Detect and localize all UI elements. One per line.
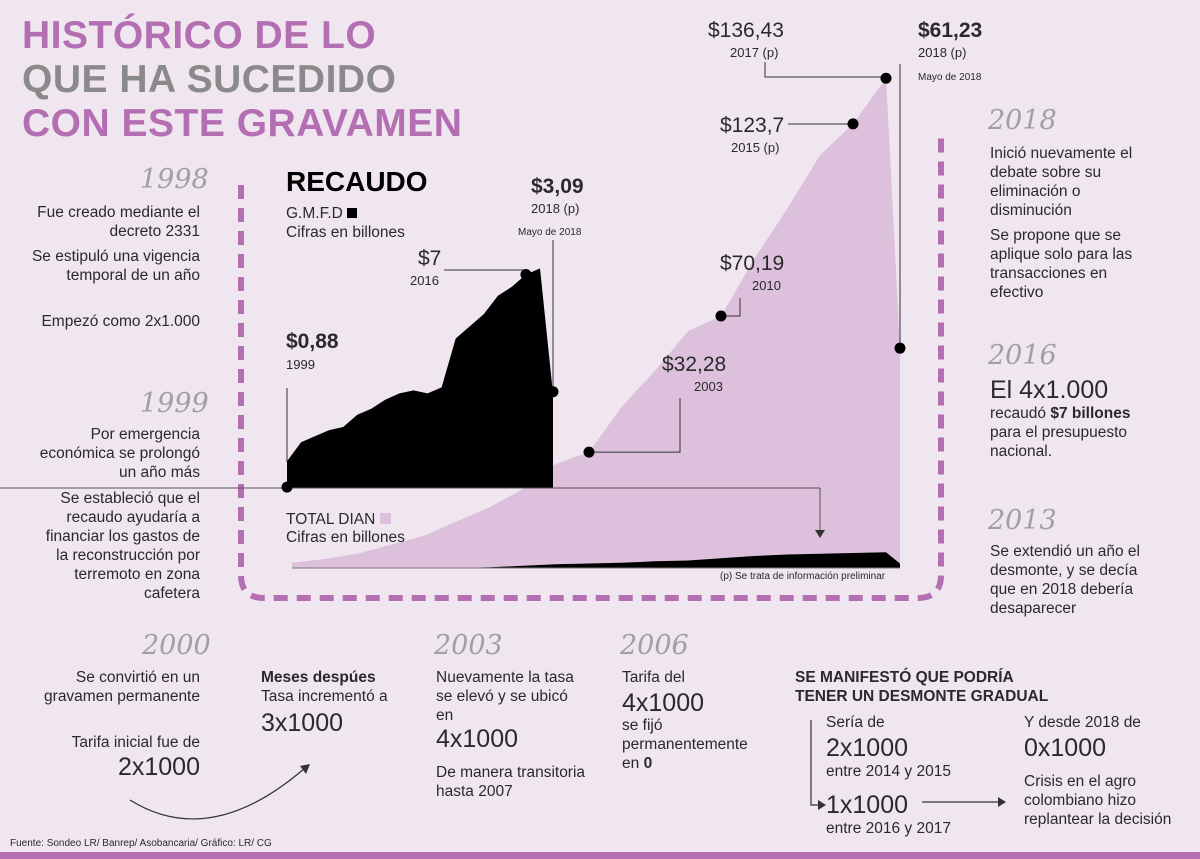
recaudo-area: [287, 268, 553, 488]
text-2006-a: Tarifa del: [622, 669, 685, 686]
label-088: $0,88: [286, 330, 339, 353]
total-dian-area: [292, 78, 900, 568]
desmonte-arrow-1-head: [818, 800, 826, 810]
meses-big: 3x1000: [261, 709, 344, 737]
gmf-overlay-area: [457, 552, 900, 568]
dian-title: TOTAL DIAN: [286, 510, 391, 529]
recaudo-title: RECAUDO: [286, 166, 428, 197]
year-1999: 1999: [140, 388, 209, 419]
label-309-month: Mayo de 2018: [518, 227, 582, 238]
desde-label: Y desde 2018 de: [1024, 714, 1141, 731]
label-088-year: 1999: [286, 357, 315, 372]
desmonte-2x1000-sub: entre 2014 y 2015: [826, 763, 951, 780]
text-2018-a: Inició nuevamente el debate sobre su eli…: [990, 145, 1133, 219]
label-6123-month: Mayo de 2018: [918, 72, 982, 83]
year-2013: 2013: [988, 505, 1057, 536]
year-2018: 2018: [988, 105, 1057, 136]
text-2016: recaudó $7 billones para el presupuesto n…: [990, 405, 1131, 460]
pointer-arrow: [815, 530, 825, 538]
year-2003: 2003: [434, 630, 503, 661]
text-2003-b: De manera transitoria hasta 2007: [436, 764, 586, 800]
label-7-year: 2016: [410, 273, 439, 288]
curved-arrow-head: [300, 764, 310, 774]
point-7: [520, 269, 532, 280]
meses-text: Tasa incrementó a: [261, 688, 388, 705]
text-2000-big: 2x1000: [117, 753, 200, 781]
title-line-3: CON ESTE GRAVAMEN: [22, 102, 463, 145]
crisis-text: Crisis en el agro colombiano hizo replan…: [1024, 773, 1172, 828]
meses-title: Meses despúes: [261, 669, 376, 686]
leader-13643: [764, 62, 886, 78]
source-note: Fuente: Sondeo LR/ Banrep/ Asobancaria/ …: [10, 838, 272, 849]
text-2006-b: se fijó permanentemente en 0: [622, 717, 748, 772]
text-1999-b: Se estableció que el recaudo ayudaría a …: [45, 490, 200, 602]
dian-units: Cifras en billones: [286, 529, 405, 546]
label-6123: $61,23: [918, 19, 983, 42]
title-line-1: HISTÓRICO DE LO: [22, 14, 377, 57]
point-7019: [715, 310, 727, 322]
seria-label: Sería de: [826, 714, 885, 731]
point-6123: [894, 342, 906, 354]
label-309: $3,09: [531, 175, 584, 198]
point-13643: [880, 72, 892, 84]
desmonte-1x1000: 1x1000: [826, 791, 909, 819]
desmonte-title-2: TENER UN DESMONTE GRADUAL: [795, 688, 1049, 705]
label-3228-year: 2003: [694, 379, 723, 394]
label-13643-year: 2017 (p): [730, 45, 779, 60]
desmonte-arrow-1: [810, 720, 820, 806]
label-1237: $123,7: [720, 114, 785, 137]
footnote: (p) Se trata de información preliminar: [720, 571, 886, 582]
leader-7019: [721, 298, 741, 317]
curved-arrow: [129, 767, 306, 820]
point-309: [547, 386, 559, 398]
leader-3228: [589, 398, 681, 453]
text-1998-b: Se estipuló una vigencia temporal de un …: [31, 248, 200, 284]
text-1998-a: Fue creado mediante el decreto 2331: [37, 204, 200, 240]
text-1999-a: Por emergencia económica se prolongó un …: [39, 426, 200, 481]
label-13643: $136,43: [708, 19, 784, 42]
point-1237: [847, 118, 859, 130]
point-3228: [583, 446, 595, 458]
recaudo-units: Cifras en billones: [286, 224, 405, 241]
data-points: [281, 72, 906, 493]
text-2000-b: Tarifa inicial fue de: [71, 734, 200, 751]
leader-lines: [286, 62, 901, 462]
dashed-frame: [238, 135, 944, 601]
bottom-bar: [0, 852, 1200, 859]
label-309-year: 2018 (p): [531, 201, 580, 216]
text-2003-big: 4x1000: [436, 725, 519, 753]
text-2006-big: 4x1000: [622, 689, 705, 717]
text-1998-c: Empezó como 2x1.000: [41, 313, 200, 330]
point-088: [281, 481, 293, 493]
label-7: $7: [418, 247, 442, 270]
label-6123-year: 2018 (p): [918, 45, 967, 60]
desmonte-arrow-2-head: [998, 797, 1006, 807]
recaudo-subtitle: G.M.F.D: [286, 204, 358, 223]
desmonte-0x1000: 0x1000: [1024, 734, 1107, 762]
title-line-2: QUE HA SUCEDIDO: [22, 58, 397, 101]
text-2003-a: Nuevamente la tasa se elevó y se ubicó e…: [436, 669, 574, 724]
text-2018-b: Se propone que se aplique solo para las …: [990, 227, 1133, 301]
year-1998: 1998: [140, 164, 209, 195]
desmonte-2x1000: 2x1000: [826, 734, 909, 762]
desmonte-title-1: SE MANIFESTÓ QUE PODRÍA: [795, 669, 1014, 686]
label-7019-year: 2010: [752, 278, 781, 293]
label-3228: $32,28: [662, 353, 727, 376]
text-2016-big: El 4x1.000: [990, 376, 1109, 404]
desmonte-1x1000-sub: entre 2016 y 2017: [826, 820, 951, 837]
label-7019: $70,19: [720, 252, 785, 275]
year-2006: 2006: [620, 630, 689, 661]
year-2016: 2016: [988, 340, 1057, 371]
year-2000: 2000: [142, 630, 211, 661]
text-2000-a: Se convirtió en un gravamen permanente: [44, 669, 200, 705]
label-1237-year: 2015 (p): [731, 140, 780, 155]
text-2013: Se extendió un año el desmonte, y se dec…: [990, 543, 1140, 617]
